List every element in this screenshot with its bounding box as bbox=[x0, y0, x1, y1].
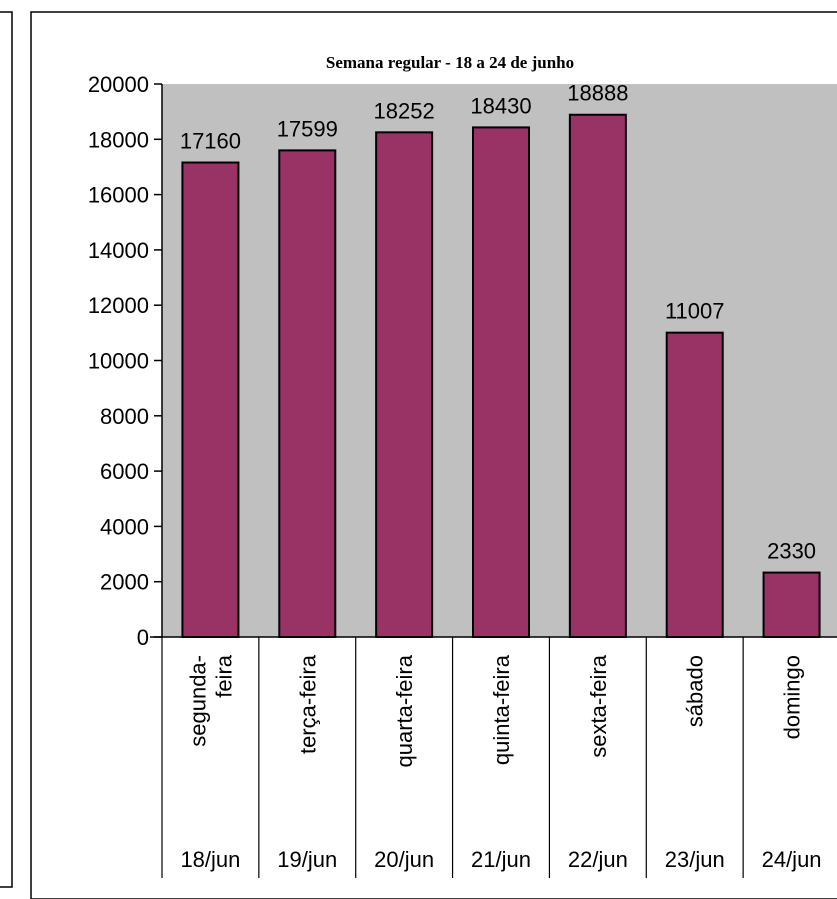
data-label: 17160 bbox=[180, 129, 241, 154]
data-label: 11007 bbox=[665, 299, 725, 324]
bar bbox=[665, 331, 724, 638]
x-date-label: 23/jun bbox=[665, 847, 725, 872]
y-tick-label: 20000 bbox=[88, 72, 149, 97]
x-date-label: 18/jun bbox=[180, 847, 240, 872]
x-category-label: quinta-feira bbox=[489, 654, 514, 765]
x-date-label: 19/jun bbox=[277, 847, 337, 872]
x-category-label: domingo bbox=[780, 655, 805, 739]
y-tick-label: 8000 bbox=[100, 404, 149, 429]
bars bbox=[181, 113, 821, 639]
data-label: 17599 bbox=[277, 116, 338, 141]
data-label: 18888 bbox=[567, 81, 628, 106]
bar bbox=[472, 126, 530, 639]
data-labels: 17160 17599 18252 18430 18888 11007 2330 bbox=[180, 81, 816, 564]
x-date-label: 24/jun bbox=[762, 847, 822, 872]
x-category-label: segunda- bbox=[185, 655, 210, 747]
left-panel-frame bbox=[0, 11, 13, 888]
y-axis-ticks: 0 2000 4000 6000 8000 10000 12000 14000 16000 180… bbox=[88, 72, 162, 650]
data-label: 18252 bbox=[374, 98, 435, 123]
x-category-label: feira bbox=[211, 654, 236, 698]
x-category-label: sábado bbox=[683, 655, 708, 727]
bar bbox=[181, 161, 240, 638]
y-tick-label: 16000 bbox=[88, 183, 149, 208]
chart-title: Semana regular - 18 a 24 de junho bbox=[326, 53, 574, 72]
y-tick-label: 14000 bbox=[88, 238, 149, 263]
y-tick-label: 4000 bbox=[100, 514, 149, 539]
x-axis-categories: segunda-feira 18/jun terça-feira 19/jun quar… bbox=[161, 637, 822, 878]
x-date-label: 20/jun bbox=[374, 847, 434, 872]
y-tick-label: 0 bbox=[137, 625, 149, 650]
y-tick-label: 12000 bbox=[88, 293, 149, 318]
bar bbox=[568, 113, 627, 638]
y-tick-label: 10000 bbox=[88, 349, 149, 374]
x-date-label: 21/jun bbox=[471, 847, 531, 872]
y-tick-label: 18000 bbox=[88, 127, 149, 152]
bar bbox=[762, 571, 821, 638]
bar bbox=[278, 149, 337, 638]
y-tick-label: 6000 bbox=[100, 459, 149, 484]
data-label: 2330 bbox=[767, 539, 816, 564]
data-label: 18430 bbox=[470, 93, 531, 118]
x-date-label: 22/jun bbox=[568, 847, 628, 872]
x-category-label: quarta-feira bbox=[392, 654, 417, 767]
x-category-label: sexta-feira bbox=[586, 654, 611, 757]
bar bbox=[375, 131, 434, 638]
x-category-label: terça-feira bbox=[295, 654, 320, 754]
y-tick-label: 2000 bbox=[100, 570, 149, 595]
